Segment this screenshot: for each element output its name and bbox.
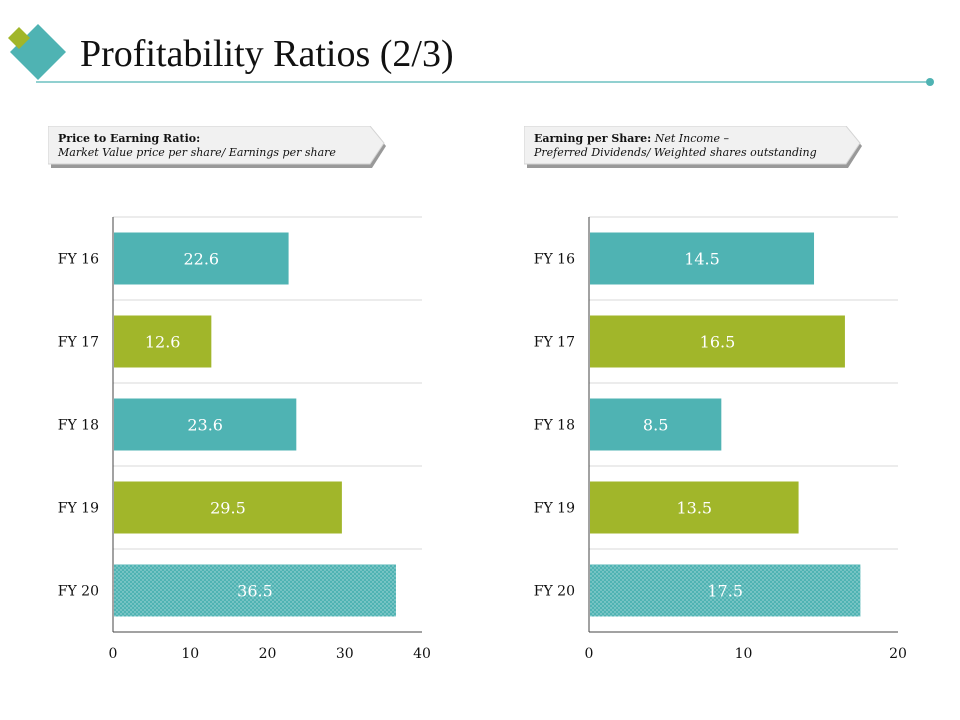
chart-pe-ratio-svg: 22.6 FY 16 12.6 FY 17 23.6 FY 18 29.5 FY 19 36.5…	[58, 216, 431, 662]
callout-bold: Earning per Share:	[534, 132, 652, 145]
category-label: FY 20	[534, 584, 575, 600]
chart-eps: 14.5 FY 16 16.5 FY 17 8.5 FY 18 13.5 FY 19 17.5 F…	[516, 205, 916, 675]
x-tick-label: 40	[413, 646, 431, 662]
category-label: FY 18	[58, 418, 99, 434]
bar-fy-19	[114, 481, 342, 534]
bar-fy-20	[114, 564, 396, 617]
logo-green-diamond	[8, 27, 30, 49]
bar-fy-16	[590, 232, 815, 285]
title-rule-dot	[926, 78, 934, 86]
callout-arrow-shape	[524, 126, 862, 168]
logo-diamonds	[8, 24, 66, 80]
bar-fy-17	[114, 315, 212, 368]
x-tick-label: 30	[336, 646, 354, 662]
bar-fy-18	[590, 398, 722, 451]
category-label: FY 16	[534, 252, 575, 268]
category-label: FY 20	[58, 584, 99, 600]
bar-value-label: 16.5	[700, 333, 736, 352]
bar-fy-18	[114, 398, 297, 451]
x-tick-label: 10	[735, 646, 753, 662]
x-tick-label: 10	[181, 646, 199, 662]
category-label: FY 19	[534, 501, 575, 517]
bar-fy-19	[590, 481, 799, 534]
category-label: FY 17	[534, 335, 575, 351]
x-tick-label: 0	[109, 646, 118, 662]
title-rule	[36, 78, 934, 86]
bar-value-label: 17.5	[707, 582, 743, 601]
chart-pe-ratio: 22.6 FY 16 12.6 FY 17 23.6 FY 18 29.5 FY 19 36.5…	[40, 205, 440, 675]
bar-value-label: 8.5	[643, 416, 668, 435]
bar-value-label: 23.6	[187, 416, 223, 435]
bar-value-label: 12.6	[145, 333, 181, 352]
bar-value-label: 22.6	[183, 250, 219, 269]
chart-eps-svg: 14.5 FY 16 16.5 FY 17 8.5 FY 18 13.5 FY 19 17.5 F…	[534, 216, 907, 662]
callout-italic-line2: Preferred Dividends/ Weighted shares out…	[534, 146, 817, 159]
x-tick-label: 0	[585, 646, 594, 662]
callout-italic-line1: Net Income –	[651, 132, 729, 145]
callout-text: Price to Earning Ratio: Market Value pri…	[58, 132, 368, 160]
callout-eps: Earning per Share: Net Income – Preferre…	[524, 126, 864, 170]
bar-fy-17	[590, 315, 845, 368]
x-tick-label: 20	[889, 646, 907, 662]
bar-value-label: 36.5	[237, 582, 273, 601]
x-tick-label: 20	[259, 646, 277, 662]
callout-pe-ratio: Price to Earning Ratio: Market Value pri…	[48, 126, 388, 170]
category-label: FY 17	[58, 335, 99, 351]
callout-bold: Price to Earning Ratio:	[58, 132, 201, 145]
bar-value-label: 13.5	[676, 499, 712, 518]
category-label: FY 19	[58, 501, 99, 517]
bar-fy-16	[114, 232, 289, 285]
bar-value-label: 14.5	[684, 250, 720, 269]
category-label: FY 18	[534, 418, 575, 434]
bar-value-label: 29.5	[210, 499, 246, 518]
category-label: FY 16	[58, 252, 99, 268]
bar-fy-20	[590, 564, 861, 617]
callout-arrow-shape	[48, 126, 386, 168]
callout-text: Earning per Share: Net Income – Preferre…	[534, 132, 844, 160]
callout-italic-line2: Market Value price per share/ Earnings p…	[58, 146, 336, 159]
page-title: Profitability Ratios (2/3)	[80, 33, 454, 75]
